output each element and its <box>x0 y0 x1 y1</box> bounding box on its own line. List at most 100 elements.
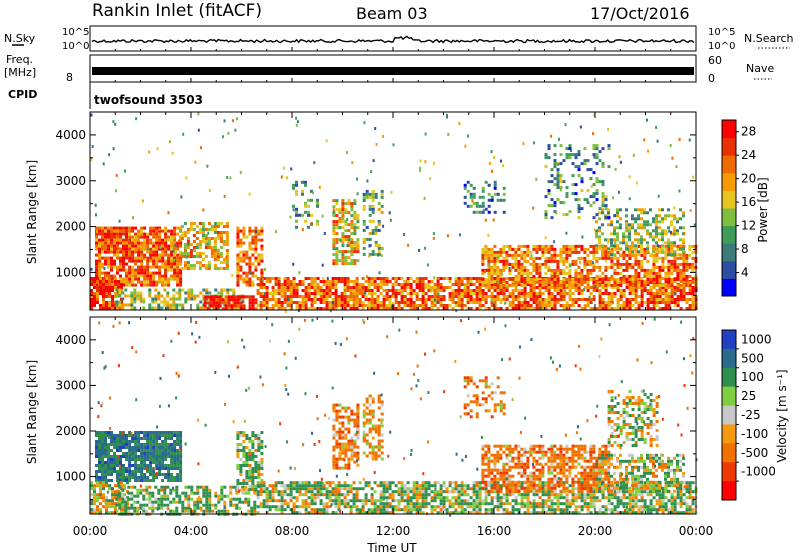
freq-band <box>92 67 694 75</box>
freq-unit: [MHz] <box>4 66 36 79</box>
velocity-colorbar-segment <box>722 424 736 444</box>
nsky-line <box>91 35 695 44</box>
velocity-colorbar-tick: 25 <box>741 389 756 403</box>
x-tick-label: 16:00 <box>477 524 512 538</box>
sparse-echoes <box>90 112 696 313</box>
power-colorbar-segment <box>722 155 736 174</box>
velocity-colorbar-segment <box>722 443 736 463</box>
power-colorbar-frame <box>721 119 737 297</box>
power-colorbar-segment <box>722 243 736 262</box>
echo-region <box>362 394 384 461</box>
date-title: 17/Oct/2016 <box>590 4 690 23</box>
power-colorbar-segment <box>722 120 736 139</box>
x-tick-label: 00:00 <box>73 524 108 538</box>
nave-tick-min: 0 <box>708 72 715 85</box>
power-colorbar-segment <box>722 137 736 156</box>
power-colorbar-label: Power [dB] <box>756 177 770 242</box>
velocity-colorbar-tick: -100 <box>741 427 768 441</box>
velocity-colorbar-segment <box>722 386 736 407</box>
y-tick-label: 4000 <box>55 128 86 142</box>
velocity-colorbar-tick: -25 <box>741 408 761 422</box>
velocity-colorbar-tick: 1000 <box>741 332 772 346</box>
power-colorbar-tick: 16 <box>741 195 756 209</box>
echo-region <box>332 403 360 470</box>
y-tick-label: 3000 <box>55 378 86 392</box>
velocity-colorbar-segment <box>722 330 736 350</box>
x-tick-label: 08:00 <box>275 524 310 538</box>
cpid-label: CPID <box>8 88 37 101</box>
xlabel: Time UT <box>366 541 417 554</box>
x-tick-label: 04:00 <box>174 524 209 538</box>
nsky-trace <box>91 35 695 44</box>
power-colorbar-tick: 24 <box>741 148 756 162</box>
y-tick-label: 1000 <box>55 265 86 279</box>
echo-region <box>607 390 659 447</box>
time-axis: 00:00 04:00 08:00 12:00 16:00 20:00 00:00 <box>73 47 714 538</box>
velocity-colorbar-label: Velocity [m s⁻¹] <box>775 369 789 462</box>
power-colorbar-tick: 28 <box>741 125 756 139</box>
velocity-colorbar-tick: -1000 <box>741 465 776 479</box>
x-tick-label: 20:00 <box>578 524 613 538</box>
echo-region <box>362 189 384 256</box>
nave-tick-max: 60 <box>708 54 722 67</box>
power-colorbar-segment <box>722 260 736 279</box>
y-tick-label: 1000 <box>55 470 86 484</box>
power-colorbar-tick: 4 <box>741 266 749 280</box>
nsearch-tick-min: 10^0 <box>708 41 735 52</box>
power-colorbar-segment <box>722 190 736 209</box>
velocity-colorbar-segment <box>722 367 736 388</box>
echo-region <box>95 226 183 287</box>
y-tick-label: 2000 <box>55 220 86 234</box>
velocity-colorbar-segment <box>722 348 736 369</box>
power-colorbar-tick: 8 <box>741 242 749 256</box>
nsearch-label: N.Search <box>744 32 794 45</box>
velocity-colorbar-segment <box>722 481 736 501</box>
nsky-tick-min: 10^0 <box>62 41 89 52</box>
velocity-colorbar-tick: 500 <box>741 351 764 365</box>
echo-region <box>115 288 245 310</box>
velocity-colorbar-tick: 100 <box>741 370 764 384</box>
y-tick-label: 2000 <box>55 424 86 438</box>
freq-trace <box>92 67 694 75</box>
echo-region <box>595 208 685 257</box>
power-colorbar-segment <box>722 278 736 297</box>
velocity-colorbar-tick: -500 <box>741 446 768 460</box>
nsearch-tick-max: 10^5 <box>708 27 735 38</box>
power-colorbar-tick: 12 <box>741 219 756 233</box>
echo-region <box>463 376 506 419</box>
echo-region <box>292 180 319 229</box>
echo-region <box>236 226 264 287</box>
power-colorbar-tick: 20 <box>741 172 756 186</box>
echo-region <box>481 244 698 287</box>
echo-region <box>115 485 257 516</box>
power-colorbar-segment <box>722 208 736 227</box>
y-tick-label: 4000 <box>55 333 86 347</box>
freq-tick: 8 <box>66 71 73 84</box>
echo-region <box>180 222 229 270</box>
x-tick-label: 00:00 <box>679 524 714 538</box>
echo-region <box>544 144 611 220</box>
velocity-plot: 1000 2000 3000 4000 <box>55 316 698 517</box>
y-tick-label: 3000 <box>55 174 86 188</box>
power-colorbar-segment <box>722 172 736 191</box>
sparse-echoes <box>90 317 698 517</box>
colorbars: 4 8 12 16 20 24 28 1000 500 100 25 -25 -100 -500 -1000 <box>721 119 776 501</box>
echo-region <box>95 431 183 482</box>
cpid-value: twofsound 3503 <box>94 93 203 107</box>
echo-region <box>203 295 258 311</box>
velocity-ylabel: Slant Range [km] <box>25 360 39 464</box>
power-ylabel: Slant Range [km] <box>25 160 39 264</box>
power-plot: 1000 2000 3000 4000 <box>55 111 698 313</box>
echo-region <box>463 180 506 214</box>
station-title: Rankin Inlet (fitACF) <box>92 1 262 21</box>
velocity-colorbar-frame <box>721 329 737 501</box>
nave-label: Nave <box>746 62 774 75</box>
nsky-label: N.Sky <box>4 32 36 45</box>
velocity-colorbar-segment <box>722 462 736 482</box>
velocity-colorbar-segment <box>722 405 736 425</box>
beam-title: Beam 03 <box>356 4 428 23</box>
freq-label: Freq. <box>6 53 33 66</box>
nsky-tick-max: 10^5 <box>62 27 89 38</box>
echo-region <box>595 453 685 493</box>
